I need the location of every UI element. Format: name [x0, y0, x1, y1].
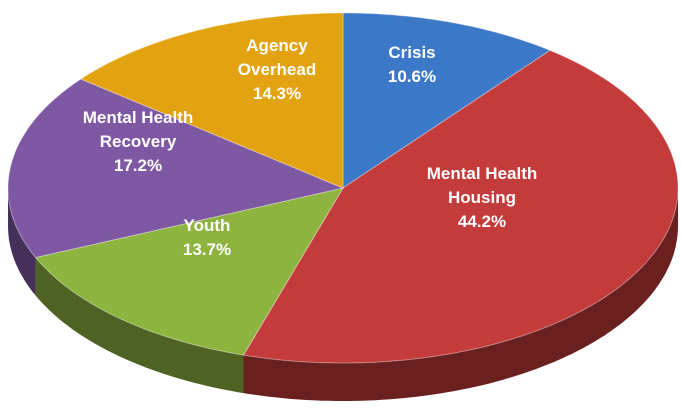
slice: [34, 187, 345, 356]
slice-label: Mental Health Housing 44.2%: [407, 162, 557, 234]
slice-side: [8, 188, 36, 296]
value-label: 14.3%: [252, 84, 302, 103]
slice-label: Mental Health Recovery 17.2%: [63, 106, 213, 178]
slice-side: [35, 257, 244, 394]
category-label: Agency Overhead: [237, 36, 317, 79]
slice: [79, 12, 344, 189]
slice-side: [243, 188, 678, 401]
slice: [7, 78, 345, 259]
value-label: 13.7%: [182, 240, 232, 259]
slice-label: Crisis 10.6%: [362, 41, 462, 89]
category-label: Youth: [183, 216, 231, 235]
slice-label: Youth 13.7%: [157, 214, 257, 262]
slice: [242, 49, 679, 364]
category-label: Mental Health Housing: [426, 164, 538, 207]
slice: [342, 12, 552, 189]
value-label: 17.2%: [113, 156, 163, 175]
category-label: Crisis: [388, 43, 436, 62]
category-label: Mental Health Recovery: [82, 108, 194, 151]
value-label: 10.6%: [387, 67, 437, 86]
slice-label: Agency Overhead 14.3%: [222, 34, 332, 106]
value-label: 44.2%: [457, 212, 507, 231]
